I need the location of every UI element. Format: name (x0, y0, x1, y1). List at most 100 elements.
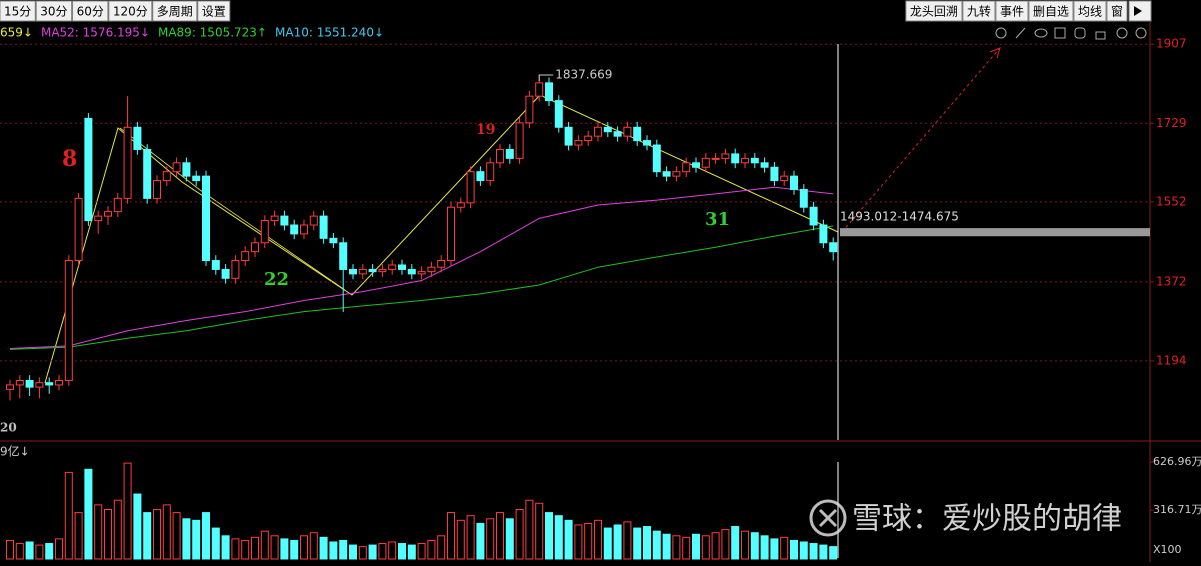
candle-body (564, 126, 573, 146)
toolbar-button[interactable] (1106, 0, 1128, 22)
y-tick-label: 316.71万 (1153, 503, 1201, 516)
candle-body (133, 126, 142, 150)
volume-bar (476, 522, 485, 560)
wave-label: 22 (264, 269, 289, 290)
icon[interactable] (1116, 27, 1128, 39)
toolbar-label[interactable]: 龙头回溯 (910, 4, 958, 19)
toolbar-label[interactable]: 设置 (202, 5, 226, 19)
candle-body (113, 197, 122, 213)
indicator-value: MA10: 1551.240↓ (275, 26, 384, 40)
toolbar-label[interactable]: 事件 (1000, 5, 1024, 19)
candle-body (554, 100, 563, 128)
volume-bar (780, 536, 789, 560)
volume-bar (349, 544, 357, 560)
moving-average (9, 186, 834, 349)
y-tick-label: 1907 (1156, 37, 1187, 51)
volume-bar (594, 519, 602, 560)
candle-body (750, 157, 759, 164)
toolbar-button[interactable] (962, 0, 996, 22)
toolbar-button[interactable] (1073, 0, 1107, 22)
y-tick-label: 1372 (1156, 274, 1187, 288)
toolbar-label[interactable]: 60分 (77, 5, 104, 19)
volume-bar (319, 536, 328, 560)
volume-bar (104, 509, 112, 560)
candle-body (799, 188, 808, 208)
indicator-value: MA89: 1505.723↑ (158, 26, 267, 40)
volume-bar (672, 535, 681, 560)
toolbar-label[interactable]: 均线 (1078, 5, 1102, 19)
volume-bar (662, 533, 671, 560)
volume-bar (300, 535, 308, 560)
volume-bar (525, 499, 534, 560)
toolbar-label[interactable]: 删自选 (1033, 5, 1069, 19)
range-label: 1493.012-1474.675 (840, 210, 959, 224)
toolbar-icon[interactable] (1134, 6, 1142, 16)
toolbar-label[interactable]: 15分 (4, 5, 31, 19)
candle-body (388, 264, 397, 270)
toolbar-button[interactable] (152, 0, 198, 22)
toolbar-label[interactable]: 30分 (40, 5, 67, 19)
candle-body (202, 175, 210, 262)
candle-body (300, 224, 308, 235)
volume-bar (682, 536, 691, 560)
icon[interactable] (1095, 31, 1106, 40)
candle-body (398, 264, 406, 270)
candle-body (221, 268, 230, 279)
drawing-tools[interactable] (995, 27, 1147, 40)
volume-bar (251, 536, 259, 560)
icon[interactable] (1135, 27, 1147, 39)
candle-body (731, 153, 740, 164)
candle-body (545, 82, 553, 102)
volume-bar (603, 527, 612, 560)
candle-body (162, 171, 171, 182)
toolbar-button[interactable] (197, 0, 231, 22)
wave-label: 8 (62, 146, 77, 172)
volume-bar (829, 546, 838, 560)
toolbar-label[interactable]: 120分 (113, 5, 148, 19)
icon[interactable] (1074, 27, 1086, 39)
volume-bar (368, 544, 377, 560)
candle-body (633, 126, 642, 142)
volume-bar (55, 538, 63, 560)
icon[interactable] (1054, 27, 1066, 39)
candle-body (770, 166, 779, 182)
volume-bar (15, 543, 24, 560)
candle-body (662, 171, 671, 177)
y-tick-label: 1552 (1156, 194, 1187, 208)
volume-bar (819, 544, 828, 560)
volume-bar (202, 512, 210, 560)
volume-bar (417, 543, 426, 560)
volume-bar (496, 512, 504, 560)
icon[interactable] (1015, 27, 1026, 39)
y-tick-label: 626.96万 (1153, 455, 1201, 468)
toolbar-label[interactable]: 窗 (1111, 5, 1123, 19)
toolbar-label[interactable]: 多周期 (157, 5, 193, 19)
y-tick-label: 1194 (1156, 353, 1187, 367)
toolbar-button[interactable] (108, 0, 153, 22)
volume-bar (143, 512, 152, 560)
candle-body (505, 148, 514, 159)
candle-body (55, 379, 63, 386)
peak-pointer (538, 74, 554, 82)
volume-bar (623, 521, 632, 560)
toolbar-button[interactable] (1028, 0, 1074, 22)
toolbar-button[interactable] (995, 0, 1029, 22)
icon[interactable] (1034, 28, 1048, 38)
volume-bar (741, 530, 749, 560)
candle-body (623, 126, 632, 137)
toolbar-button[interactable] (905, 0, 963, 22)
candle-body (211, 260, 220, 270)
volume-bar (564, 519, 573, 560)
volume-bar (447, 512, 455, 560)
candle-body (143, 148, 152, 199)
candle-body (358, 268, 367, 275)
candle-body (231, 260, 240, 279)
toolbar-button[interactable] (72, 0, 109, 22)
toolbar-button[interactable] (35, 0, 73, 22)
toolbar-label[interactable]: 九转 (967, 4, 991, 19)
icon[interactable] (995, 27, 1007, 39)
indicator-value: MA52: 1576.195↓ (41, 26, 150, 40)
toolbar-button[interactable] (0, 0, 36, 22)
